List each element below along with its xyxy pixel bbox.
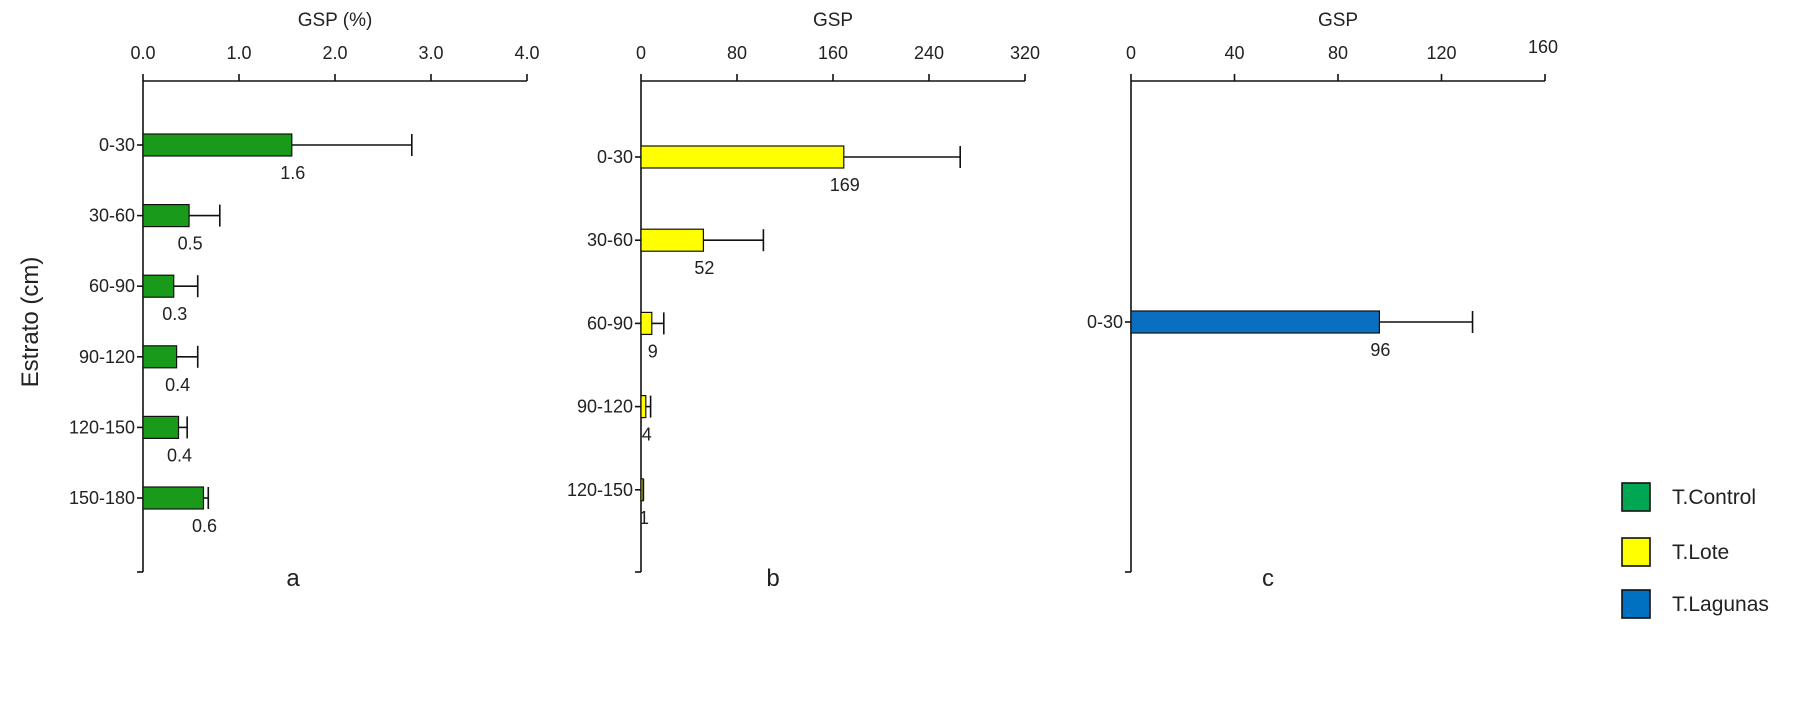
bar-group: 150-180 0.6 [69,486,217,536]
x-tick-label: 4.0 [514,43,539,63]
bar-group: 0-30 96 [1087,310,1474,360]
bar [142,486,205,510]
category-label: 0-30 [1087,312,1123,332]
legend-label: T.Lagunas [1672,593,1769,616]
legend-label: T.Lote [1672,541,1729,564]
x-axis-title: GSP [813,10,853,31]
y-axis-title: Estrato (cm) [17,257,44,388]
x-tick-label: 80 [727,43,747,63]
panel-c: GSP 0 40 80 120 160 0-30 96 c [1087,10,1558,592]
bar [142,415,180,439]
panel-a: GSP (%) 0.0 1.0 2.0 3.0 4.0 0-30 1.6 30-60 0.5 60-… [69,10,540,592]
x-tick-label: 0 [636,43,646,63]
chart-panels: GSP (%) 0.0 1.0 2.0 3.0 4.0 0-30 1.6 30-60 0.5 60-… [69,10,1558,592]
x-tick-label: 80 [1328,43,1348,63]
category-label: 60-90 [587,313,633,333]
value-label: 0.4 [165,375,190,395]
panel-letter: b [766,565,779,592]
x-tick-label: 0.0 [130,43,155,63]
category-label: 0-30 [99,135,135,155]
legend-swatch [1621,537,1651,567]
value-label: 96 [1370,340,1390,360]
bar-group: 0-30 169 [597,145,962,195]
category-label: 0-30 [597,147,633,167]
bar-group: 60-90 0.3 [89,274,199,324]
x-tick-label: 0 [1126,43,1136,63]
bar-group: 90-120 4 [577,395,652,445]
value-label: 1 [639,508,649,528]
bar-group: 90-120 0.4 [79,345,199,395]
bar [640,311,653,335]
panel-letter: c [1262,565,1274,592]
x-axis-title: GSP [1318,10,1358,31]
legend: T.Control T.Lote T.Lagunas [1621,482,1769,619]
legend-item: T.Control [1621,482,1756,512]
panel-b: GSP 0 80 160 240 320 0-30 169 30-60 52 60-90 9 90-12… [567,10,1040,592]
bar [1130,310,1380,334]
value-label: 9 [648,341,658,361]
bar [640,145,845,169]
bar-group: 60-90 9 [587,311,665,361]
category-label: 120-150 [567,480,633,500]
legend-swatch [1621,482,1651,512]
bar [142,204,190,228]
bar-group: 0-30 1.6 [99,133,413,183]
category-label: 120-150 [69,417,135,437]
legend-item: T.Lagunas [1621,589,1769,619]
value-label: 0.4 [167,445,192,465]
category-label: 30-60 [89,206,135,226]
bar-group: 120-150 0.4 [69,415,192,465]
legend-item: T.Lote [1621,537,1729,567]
bar [142,345,178,369]
value-label: 4 [642,425,652,445]
x-tick-label: 1.0 [226,43,251,63]
category-label: 30-60 [587,230,633,250]
x-tick-label: 160 [818,43,848,63]
bar [640,395,647,419]
bar [142,133,293,157]
bar [640,228,705,252]
value-label: 169 [830,175,860,195]
category-label: 90-120 [577,397,633,417]
bar-group: 30-60 0.5 [89,204,221,254]
bar-group: 30-60 52 [587,228,765,278]
x-tick-label: 40 [1224,43,1244,63]
legend-label: T.Control [1672,486,1756,509]
value-label: 52 [694,258,714,278]
x-axis-title: GSP (%) [298,10,373,31]
category-label: 150-180 [69,488,135,508]
x-tick-label: 240 [914,43,944,63]
value-label: 0.5 [178,234,203,254]
x-tick-label: 320 [1010,43,1040,63]
legend-swatch [1621,589,1651,619]
bar [142,274,175,298]
value-label: 0.3 [162,304,187,324]
panel-letter: a [286,565,300,592]
x-tick-label: 120 [1426,43,1456,63]
category-label: 90-120 [79,347,135,367]
value-label: 0.6 [192,516,217,536]
x-tick-label: 2.0 [322,43,347,63]
x-tick-label: 3.0 [418,43,443,63]
category-label: 60-90 [89,276,135,296]
value-label: 1.6 [280,163,305,183]
x-tick-label: 160 [1528,37,1558,57]
bar-group: 120-150 1 [567,478,649,528]
